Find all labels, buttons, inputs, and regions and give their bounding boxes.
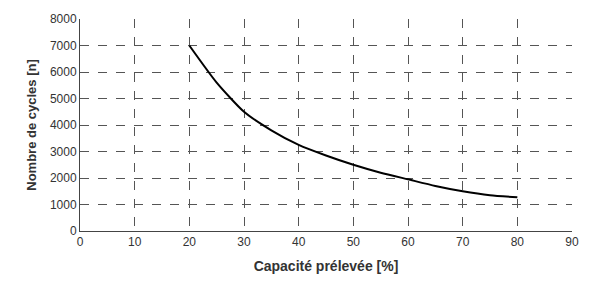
svg-text:10: 10 (128, 235, 142, 249)
svg-text:4000: 4000 (50, 118, 77, 132)
svg-text:90: 90 (565, 235, 579, 249)
svg-text:Nombre de cycles [n]: Nombre de cycles [n] (24, 59, 39, 191)
svg-text:3000: 3000 (50, 145, 77, 159)
svg-text:40: 40 (292, 235, 306, 249)
svg-text:50: 50 (347, 235, 361, 249)
svg-text:Capacité prélevée [%]: Capacité prélevée [%] (254, 258, 399, 274)
svg-text:70: 70 (456, 235, 470, 249)
svg-text:5000: 5000 (50, 92, 77, 106)
svg-text:0: 0 (70, 224, 77, 238)
svg-text:7000: 7000 (50, 39, 77, 53)
svg-text:30: 30 (237, 235, 251, 249)
svg-text:2000: 2000 (50, 171, 77, 185)
svg-text:0: 0 (77, 235, 84, 249)
svg-text:8000: 8000 (50, 12, 77, 26)
svg-text:20: 20 (183, 235, 197, 249)
svg-text:60: 60 (401, 235, 415, 249)
svg-text:80: 80 (511, 235, 525, 249)
svg-text:1000: 1000 (50, 198, 77, 212)
svg-text:6000: 6000 (50, 65, 77, 79)
